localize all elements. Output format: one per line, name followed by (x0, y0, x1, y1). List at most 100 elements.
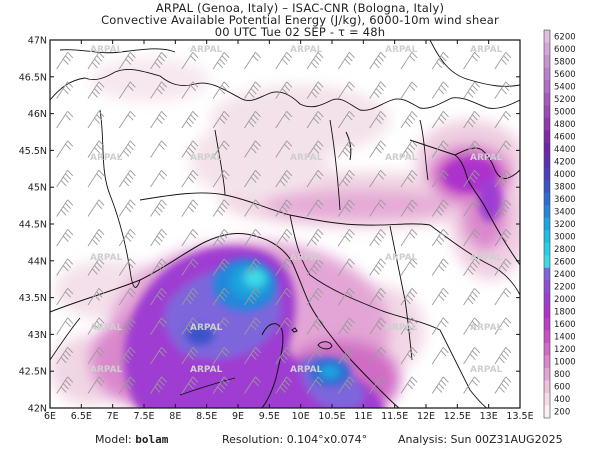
wind-barb (150, 288, 168, 306)
wind-barb (118, 317, 136, 335)
wind-barb (118, 52, 136, 70)
wind-barb (463, 376, 481, 394)
wind-barb (463, 229, 481, 247)
wind-barb (56, 170, 74, 188)
corsica-coast (261, 323, 284, 408)
wind-barb (181, 288, 199, 306)
wind-barb (431, 52, 449, 70)
alpine-border (50, 69, 520, 111)
lat-tick-label: 42N (28, 404, 47, 415)
watermarks: ARPAL ARPAL ARPAL ARPAL ARPAL ARPAL ARPAL ARPAL… (90, 45, 503, 375)
wind-barb (306, 317, 324, 335)
wind-barb (306, 229, 324, 247)
wind-barb (400, 111, 418, 129)
wind-barb (463, 347, 481, 365)
wind-barb (212, 52, 230, 70)
colorbar-label: 1600 (554, 320, 576, 330)
wind-barb (56, 229, 74, 247)
wind-barb (400, 317, 418, 335)
colorbar-swatch (544, 392, 550, 406)
wind-barb (337, 258, 355, 276)
colorbar-label: 1200 (554, 345, 576, 355)
wind-barb (212, 111, 230, 129)
lon-tick-label: 10E (292, 411, 310, 422)
colorbar-label: 6000 (554, 45, 576, 55)
wind-barb (118, 111, 136, 129)
france-italy-border (99, 109, 141, 288)
wind-barb (150, 347, 168, 365)
wind-barb (369, 111, 387, 129)
watermark-text: ARPAL (190, 365, 223, 375)
colorbar-label: 800 (554, 370, 570, 380)
wind-barb (400, 170, 418, 188)
elba-island (317, 341, 333, 350)
colorbar-swatch (544, 142, 550, 156)
wind-barb (244, 258, 261, 276)
lat-tick-label: 47N (28, 36, 47, 47)
watermark-text: ARPAL (385, 153, 418, 163)
austria-border (429, 40, 520, 87)
wind-barb (87, 288, 105, 306)
wind-barb (463, 317, 481, 335)
lon-tick-label: 9.5E (259, 411, 280, 422)
colorbar-label: 3400 (554, 207, 576, 217)
wind-barb (400, 288, 418, 306)
wind-barb (306, 81, 324, 99)
istria-coast (454, 147, 520, 179)
wind-barb (494, 199, 512, 217)
wind-barb (306, 52, 324, 70)
wind-barb (244, 52, 261, 70)
colorbar-label: 1400 (554, 333, 576, 343)
colorbar-swatch (544, 105, 550, 118)
colorbar-swatch (544, 55, 550, 68)
wind-barb (181, 229, 199, 247)
wind-barb (337, 288, 355, 306)
lon-tick-label: 6.5E (71, 411, 92, 422)
wind-barb (87, 376, 105, 394)
wind-barb (118, 229, 136, 247)
title-line-3: 00 UTC Tue 02 SEP - τ = 48h (214, 25, 386, 39)
watermark-text: ARPAL (90, 153, 123, 163)
wind-barb (400, 81, 418, 99)
wind-barb (56, 52, 74, 70)
wind-barb (400, 347, 418, 365)
colorbar-swatch (544, 180, 550, 194)
wind-barb (369, 288, 387, 306)
region-border-5 (389, 225, 413, 361)
title-line-1: ARPAL (Genoa, Italy) – ISAC-CNR (Bologna… (155, 1, 445, 15)
wind-barb (494, 81, 512, 99)
lat-tick-label: 45N (28, 183, 47, 194)
colorbar-frame (543, 29, 551, 419)
colorbar-label: 5400 (554, 82, 576, 92)
wind-barb (306, 347, 324, 365)
wind-barb (337, 229, 355, 247)
wind-barb (181, 111, 199, 129)
footer-model: Model: bolam (95, 433, 168, 446)
wind-barb (56, 317, 74, 335)
wind-barb (87, 140, 105, 158)
wind-barb (369, 376, 387, 394)
wind-barb (463, 199, 481, 217)
wind-barb (494, 170, 512, 188)
title-line-2: Convective Available Potential Energy (J… (101, 13, 499, 27)
wind-barb (150, 317, 168, 335)
wind-barb (244, 140, 261, 158)
wind-barb (118, 288, 136, 306)
watermark-text: ARPAL (90, 323, 123, 333)
colorbar-label: 4400 (554, 145, 576, 155)
footer-resolution: Resolution: 0.104°x0.074° (222, 433, 367, 446)
lat-tick-label: 46N (28, 109, 47, 120)
colorbar-swatch (544, 317, 550, 331)
wind-barb (56, 258, 74, 276)
wind-barb (275, 170, 293, 188)
region-border-10 (419, 119, 429, 181)
colorbar-swatch (544, 67, 550, 81)
wind-barb (337, 347, 355, 365)
lon-tick-label: 7E (107, 411, 119, 422)
adriatic-coast (409, 139, 520, 266)
wind-barb (369, 170, 387, 188)
wind-barb (212, 229, 230, 247)
wind-barb (150, 229, 168, 247)
wind-barb (494, 258, 512, 276)
colorbar-label: 3600 (554, 195, 576, 205)
